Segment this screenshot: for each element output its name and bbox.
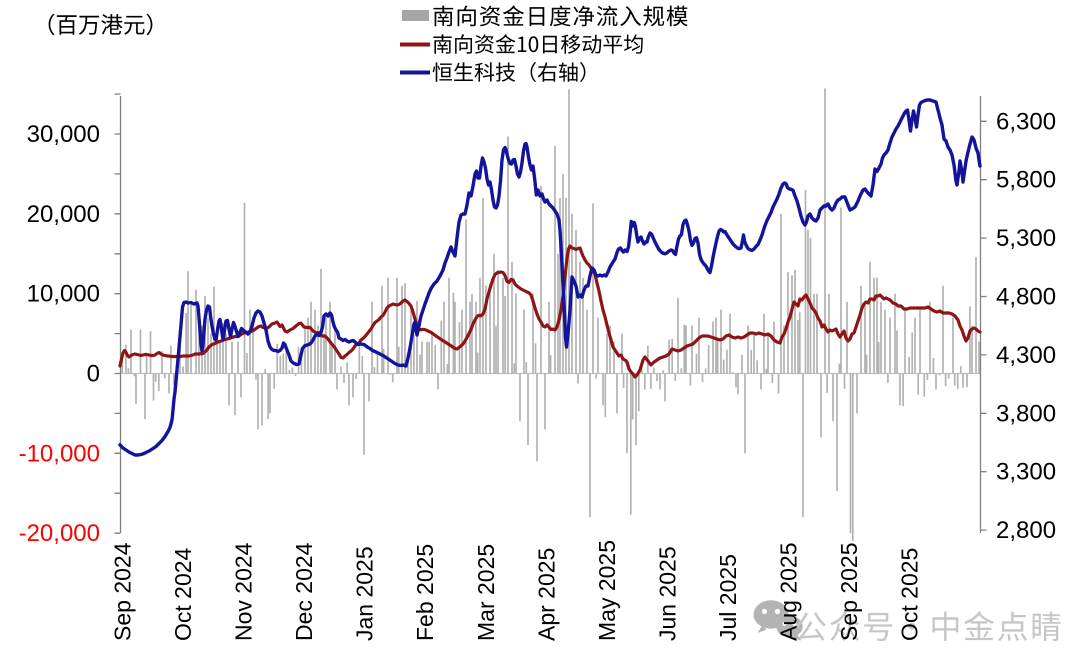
svg-text:2,800: 2,800 xyxy=(996,517,1056,544)
svg-text:May 2025: May 2025 xyxy=(594,540,620,641)
svg-text:-10,000: -10,000 xyxy=(19,440,100,467)
svg-text:3,800: 3,800 xyxy=(996,400,1056,427)
svg-text:4,300: 4,300 xyxy=(996,342,1056,369)
svg-text:3,300: 3,300 xyxy=(996,459,1056,486)
svg-text:Mar 2025: Mar 2025 xyxy=(473,544,499,641)
svg-text:Sep 2024: Sep 2024 xyxy=(110,542,136,641)
svg-text:Dec 2024: Dec 2024 xyxy=(291,542,317,641)
svg-text:Apr 2025: Apr 2025 xyxy=(533,548,559,641)
svg-text:20,000: 20,000 xyxy=(27,201,100,228)
svg-text:Aug 2025: Aug 2025 xyxy=(776,543,802,641)
svg-text:Feb 2025: Feb 2025 xyxy=(412,544,438,641)
svg-text:Jan 2025: Jan 2025 xyxy=(352,546,378,641)
svg-text:4,800: 4,800 xyxy=(996,284,1056,311)
svg-text:10,000: 10,000 xyxy=(27,281,100,308)
svg-text:6,300: 6,300 xyxy=(996,108,1056,135)
svg-text:5,300: 5,300 xyxy=(996,225,1056,252)
svg-text:Oct 2025: Oct 2025 xyxy=(897,548,923,641)
svg-text:Sep 2025: Sep 2025 xyxy=(836,543,862,641)
svg-text:Oct 2024: Oct 2024 xyxy=(170,547,196,641)
svg-text:Nov 2024: Nov 2024 xyxy=(231,542,257,641)
svg-text:Jun 2025: Jun 2025 xyxy=(654,546,680,641)
svg-text:-20,000: -20,000 xyxy=(19,520,100,547)
svg-text:0: 0 xyxy=(87,361,100,388)
svg-text:30,000: 30,000 xyxy=(27,121,100,148)
svg-text:5,800: 5,800 xyxy=(996,167,1056,194)
svg-text:Jul 2025: Jul 2025 xyxy=(715,554,741,641)
